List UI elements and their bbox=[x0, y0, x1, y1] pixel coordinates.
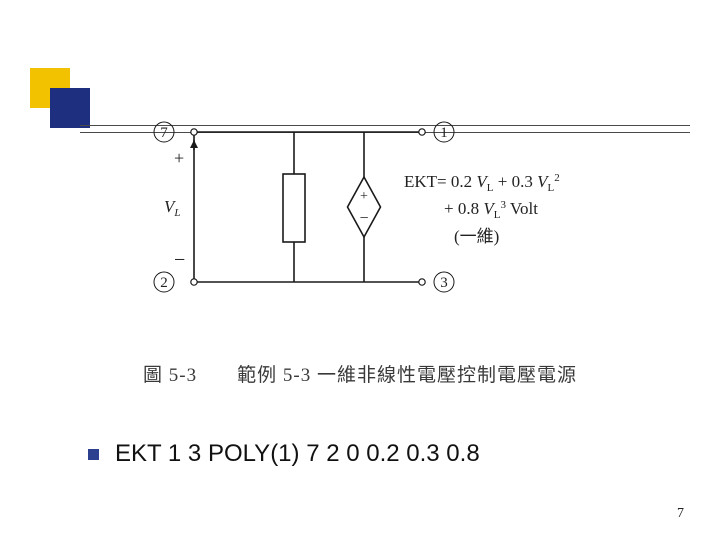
svg-text:1: 1 bbox=[440, 125, 448, 141]
svg-text:VL: VL bbox=[164, 197, 181, 219]
page-number: 7 bbox=[677, 506, 684, 522]
svg-text:−: − bbox=[359, 210, 368, 227]
svg-text:+: + bbox=[174, 148, 184, 168]
svg-text:3: 3 bbox=[440, 275, 448, 291]
code-line-row: EKT 1 3 POLY(1) 7 2 0 0.2 0.3 0.8 bbox=[88, 440, 480, 468]
spice-code-text: EKT 1 3 POLY(1) 7 2 0 0.2 0.3 0.8 bbox=[115, 440, 480, 468]
svg-text:+ 0.8 VL3 Volt: + 0.8 VL3 Volt bbox=[444, 199, 538, 221]
svg-text:(一維): (一維) bbox=[454, 227, 499, 246]
svg-text:2: 2 bbox=[160, 275, 168, 291]
svg-text:+: + bbox=[360, 189, 368, 204]
slide-logo bbox=[30, 68, 94, 132]
logo-blue-square bbox=[50, 88, 90, 128]
svg-text:−: − bbox=[174, 249, 185, 271]
circuit-diagram: + − 7 2 1 3 + − VL EKT= 0.2 VL + 0.3 VL2 + 0.8 VL3… bbox=[104, 102, 624, 332]
figure-caption: 圖 5-3 範例 5-3 一維非線性電壓控制電壓電源 bbox=[100, 360, 620, 387]
svg-text:7: 7 bbox=[160, 125, 168, 141]
bullet-icon bbox=[88, 449, 99, 460]
svg-text:EKT= 0.2 VL + 0.3 VL2: EKT= 0.2 VL + 0.3 VL2 bbox=[404, 172, 560, 194]
